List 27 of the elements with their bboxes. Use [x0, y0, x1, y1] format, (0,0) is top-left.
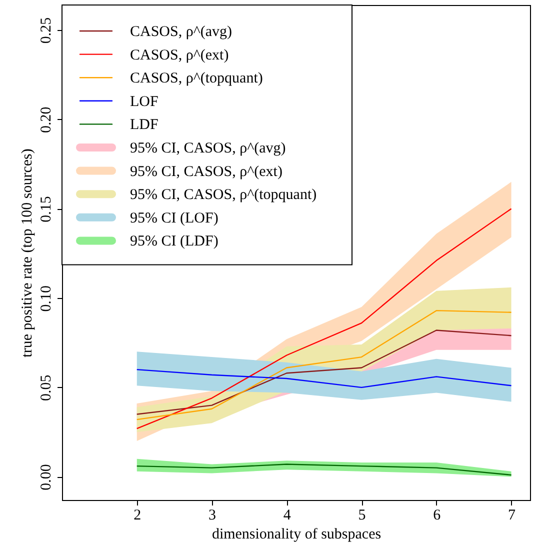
x-tick-label: 5 [358, 508, 366, 524]
legend-label: CASOS, ρ^(topquant) [130, 70, 263, 87]
x-tick-label: 3 [208, 508, 216, 524]
x-tick-label: 6 [433, 508, 442, 524]
legend-label: 95% CI (LDF) [130, 234, 218, 250]
line-series [136, 464, 512, 476]
y-tick-label: 0.20 [38, 106, 54, 133]
line-series [136, 368, 512, 388]
y-axis-title: true positive rate (top 100 sources) [20, 148, 36, 358]
x-tick-label: 4 [283, 508, 292, 524]
legend-label: LOF [130, 94, 158, 110]
y-tick-label: 0.25 [38, 17, 54, 44]
legend-label: CASOS, ρ^(ext) [130, 47, 229, 64]
legend-label: 95% CI, CASOS, ρ^(ext) [130, 164, 282, 180]
x-tick-label: 2 [134, 508, 142, 524]
legend-label: LDF [130, 117, 158, 134]
x-tick-label: 7 [508, 508, 516, 524]
legend-label: CASOS, ρ^(avg) [130, 24, 232, 40]
line-series [136, 330, 512, 415]
y-tick-label: 0.00 [38, 464, 54, 490]
legend-label: 95% CI, CASOS, ρ^(topquant) [130, 187, 317, 204]
legend-label: 95% CI, CASOS, ρ^(avg) [130, 140, 286, 156]
legend-label: 95% CI (LOF) [130, 210, 218, 226]
y-tick-label: 0.05 [38, 374, 54, 402]
y-tick-label: 0.10 [38, 285, 54, 312]
y-tick-label: 0.15 [38, 196, 54, 222]
x-axis-title: dimensionality of subspaces [212, 526, 382, 542]
